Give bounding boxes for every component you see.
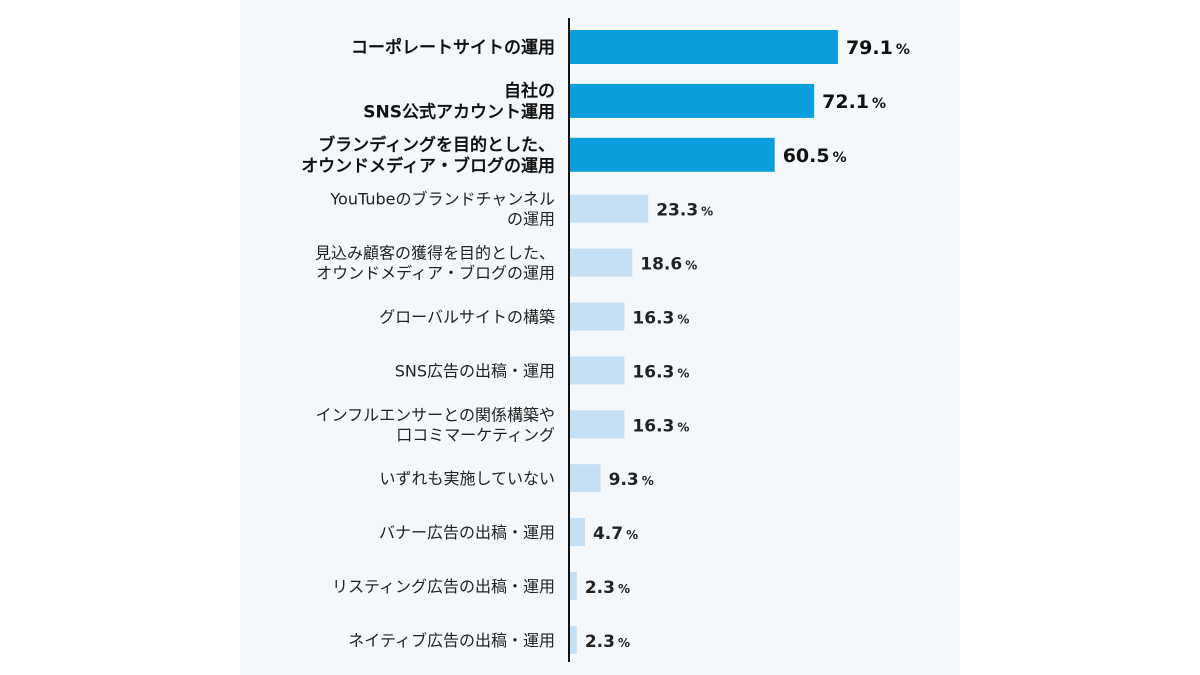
bar-0 xyxy=(569,30,838,64)
bar-7 xyxy=(569,410,625,439)
bar-6 xyxy=(569,356,625,385)
value-label-4: 18.6% xyxy=(640,255,697,275)
bar-1 xyxy=(569,83,815,118)
category-label-9: バナー広告の出稿・運用 xyxy=(379,523,555,542)
category-label-7: インフルエンサーとの関係構築や口コミマーケティング xyxy=(316,405,555,444)
bar-chart: コーポレートサイトの運用 79.1 % 自社の SNS公式アカウント運用 72.1 % ブラン… xyxy=(301,18,910,662)
bar-3 xyxy=(569,194,649,223)
bar-8 xyxy=(569,464,601,493)
category-label-3: YouTubeのブランドチャンネルの運用 xyxy=(329,190,555,229)
bar-10 xyxy=(569,572,577,600)
category-label-6: SNS広告の出稿・運用 xyxy=(395,361,555,380)
category-label-11: ネイティブ広告の出稿・運用 xyxy=(348,631,555,650)
bar-2 xyxy=(569,137,775,172)
bar-9 xyxy=(569,518,585,547)
bar-5 xyxy=(569,302,625,331)
value-label-3: 23.3% xyxy=(656,201,713,221)
category-label-10: リスティング広告の出稿・運用 xyxy=(332,577,555,596)
value-label-9: 4.7% xyxy=(593,524,638,544)
category-label-1: 自社の SNS公式アカウント運用 xyxy=(363,80,555,122)
category-label-5: グローバルサイトの構築 xyxy=(379,308,555,327)
category-label-4: 見込み顧客の獲得を目的とした、オウンドメディア・ブログの運用 xyxy=(315,244,555,283)
value-label-10: 2.3% xyxy=(585,578,630,598)
bar-4 xyxy=(569,248,633,277)
value-label-8: 9.3% xyxy=(609,470,654,490)
value-label-5: 16.3% xyxy=(632,309,689,329)
category-label-2: ブランディングを目的とした、オウンドメディア・ブログの運用 xyxy=(301,134,555,176)
value-label-11: 2.3% xyxy=(585,632,630,652)
value-label-1: 72.1% xyxy=(822,91,886,113)
value-label-0: 79.1% xyxy=(846,37,910,59)
category-label-8: いずれも実施していない xyxy=(379,469,555,488)
chart-panel: コーポレートサイトの運用 79.1% 自社の SNS公式アカウント運用 72.1% ブラン… xyxy=(240,0,960,675)
category-label-0: コーポレートサイトの運用 xyxy=(351,37,555,58)
value-label-6: 16.3% xyxy=(632,362,689,382)
value-label-2: 60.5% xyxy=(783,145,847,167)
bar-11 xyxy=(569,625,577,654)
value-label-7: 16.3% xyxy=(632,416,689,436)
